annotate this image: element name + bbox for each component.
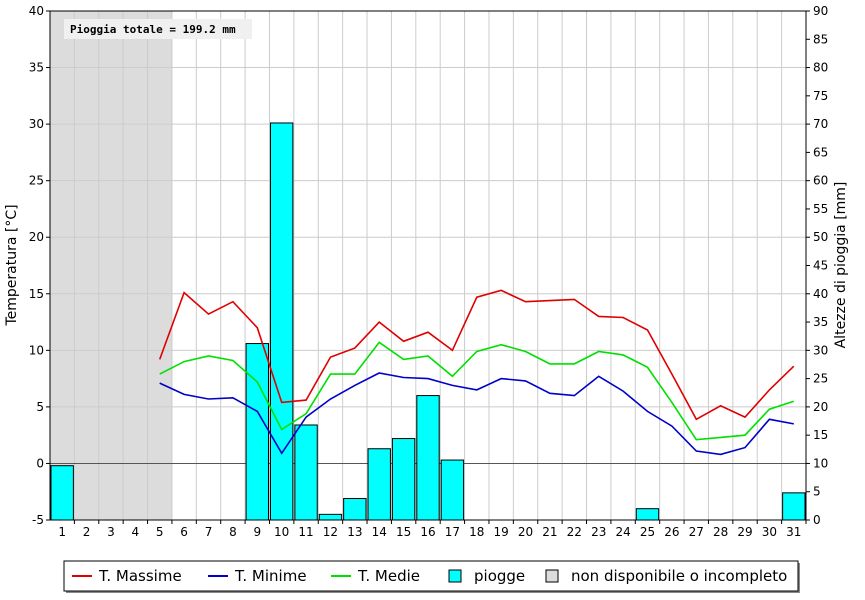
y-left-tick-label: 30 <box>29 117 44 131</box>
unavailable-days-band <box>50 11 172 520</box>
x-tick-label: 17 <box>445 525 460 539</box>
y-left-tick-label: 25 <box>29 174 44 188</box>
rain-bar <box>269 122 294 521</box>
rain-bar <box>50 465 74 521</box>
legend-swatch <box>545 569 559 583</box>
y-right-tick-label: 80 <box>813 61 828 75</box>
legend-box <box>63 560 799 592</box>
y-right-tick-label: 90 <box>813 4 828 18</box>
x-tick-label: 28 <box>713 525 728 539</box>
x-tick-label: 2 <box>83 525 91 539</box>
x-tick-label: 6 <box>180 525 188 539</box>
y-right-tick-label: 40 <box>813 287 828 301</box>
x-tick-label: 10 <box>274 525 289 539</box>
legend-swatch <box>448 569 462 583</box>
x-tick-label: 21 <box>542 525 557 539</box>
total-rain-annotation: Pioggia totale = 199.2 mm <box>70 23 236 36</box>
x-tick-label: 22 <box>567 525 582 539</box>
x-tick-label: 26 <box>664 525 679 539</box>
y-right-tick-label: 60 <box>813 174 828 188</box>
y-right-tick-label: 5 <box>813 485 821 499</box>
rain-bar <box>294 424 318 521</box>
y-right-axis-title: Altezze di pioggia [mm] <box>833 182 849 349</box>
series-line-t-minime <box>159 372 794 456</box>
rain-bar <box>245 343 269 521</box>
y-right-tick-label: 15 <box>813 428 828 442</box>
x-tick-label: 7 <box>205 525 213 539</box>
y-right-tick-label: 25 <box>813 372 828 386</box>
x-tick-label: 27 <box>689 525 704 539</box>
x-tick-label: 12 <box>323 525 338 539</box>
y-right-tick-label: 10 <box>813 456 828 470</box>
rain-bar <box>318 513 343 521</box>
y-right-tick-label: 0 <box>813 513 821 527</box>
y-right-tick-label: 45 <box>813 259 828 273</box>
y-right-tick-label: 50 <box>813 230 828 244</box>
x-tick-label: 20 <box>518 525 533 539</box>
y-right-tick-label: 20 <box>813 400 828 414</box>
x-tick-label: 15 <box>396 525 411 539</box>
series-line-t-massime <box>158 289 795 421</box>
y-right-tick-label: 75 <box>813 89 828 103</box>
y-left-axis-title: Temperatura [°C] <box>4 204 20 326</box>
y-right-tick-label: 30 <box>813 343 828 357</box>
rain-bar <box>440 459 465 521</box>
x-tick-label: 11 <box>298 525 313 539</box>
y-right-tick-label: 65 <box>813 145 828 159</box>
x-tick-label: 14 <box>372 525 387 539</box>
rain-bar <box>391 438 416 521</box>
x-tick-label: 19 <box>494 525 509 539</box>
x-tick-label: 16 <box>420 525 435 539</box>
x-tick-label: 31 <box>786 525 801 539</box>
rain-bar <box>416 395 440 521</box>
y-left-tick-label: 5 <box>36 400 44 414</box>
unavailable-region <box>50 11 172 520</box>
x-tick-label: 9 <box>253 525 261 539</box>
y-right-tick-label: 55 <box>813 202 828 216</box>
series-line-t-medie <box>159 341 795 441</box>
x-tick-label: 30 <box>762 525 777 539</box>
y-left-tick-label: 0 <box>36 456 44 470</box>
temperature-lines <box>158 289 795 456</box>
y-left-tick-label: 35 <box>29 61 44 75</box>
y-left-tick-label: 40 <box>29 4 44 18</box>
rain-bar <box>782 492 806 521</box>
x-tick-label: 4 <box>132 525 140 539</box>
legend-label: piogge <box>474 567 525 585</box>
y-left-tick-label: 15 <box>29 287 44 301</box>
axes: -505101520253035400510152025303540455055… <box>29 4 829 539</box>
legend-label: T. Medie <box>357 567 420 585</box>
x-tick-label: 8 <box>229 525 237 539</box>
x-tick-label: 1 <box>58 525 66 539</box>
legend: T. Massime T. Minime T. Medie piogge non dis… <box>63 560 800 593</box>
y-right-tick-label: 35 <box>813 315 828 329</box>
legend-label: non disponibile o incompleto <box>571 567 787 585</box>
rain-bar <box>343 498 367 521</box>
y-right-tick-label: 70 <box>813 117 828 131</box>
x-tick-label: 25 <box>640 525 655 539</box>
rain-bar <box>635 508 660 521</box>
x-tick-label: 3 <box>107 525 115 539</box>
legend-label: T. Massime <box>98 567 182 585</box>
x-tick-label: 13 <box>347 525 362 539</box>
legend-label: T. Minime <box>234 567 307 585</box>
x-tick-label: 29 <box>737 525 752 539</box>
y-left-tick-label: 10 <box>29 343 44 357</box>
x-tick-label: 23 <box>591 525 606 539</box>
x-tick-label: 24 <box>615 525 630 539</box>
y-left-tick-label: 20 <box>29 230 44 244</box>
rain-bar <box>367 448 391 521</box>
x-tick-label: 5 <box>156 525 164 539</box>
y-right-tick-label: 85 <box>813 32 828 46</box>
annotation-box: Pioggia totale = 199.2 mm <box>64 19 252 39</box>
x-tick-label: 18 <box>469 525 484 539</box>
y-left-tick-label: -5 <box>32 513 44 527</box>
